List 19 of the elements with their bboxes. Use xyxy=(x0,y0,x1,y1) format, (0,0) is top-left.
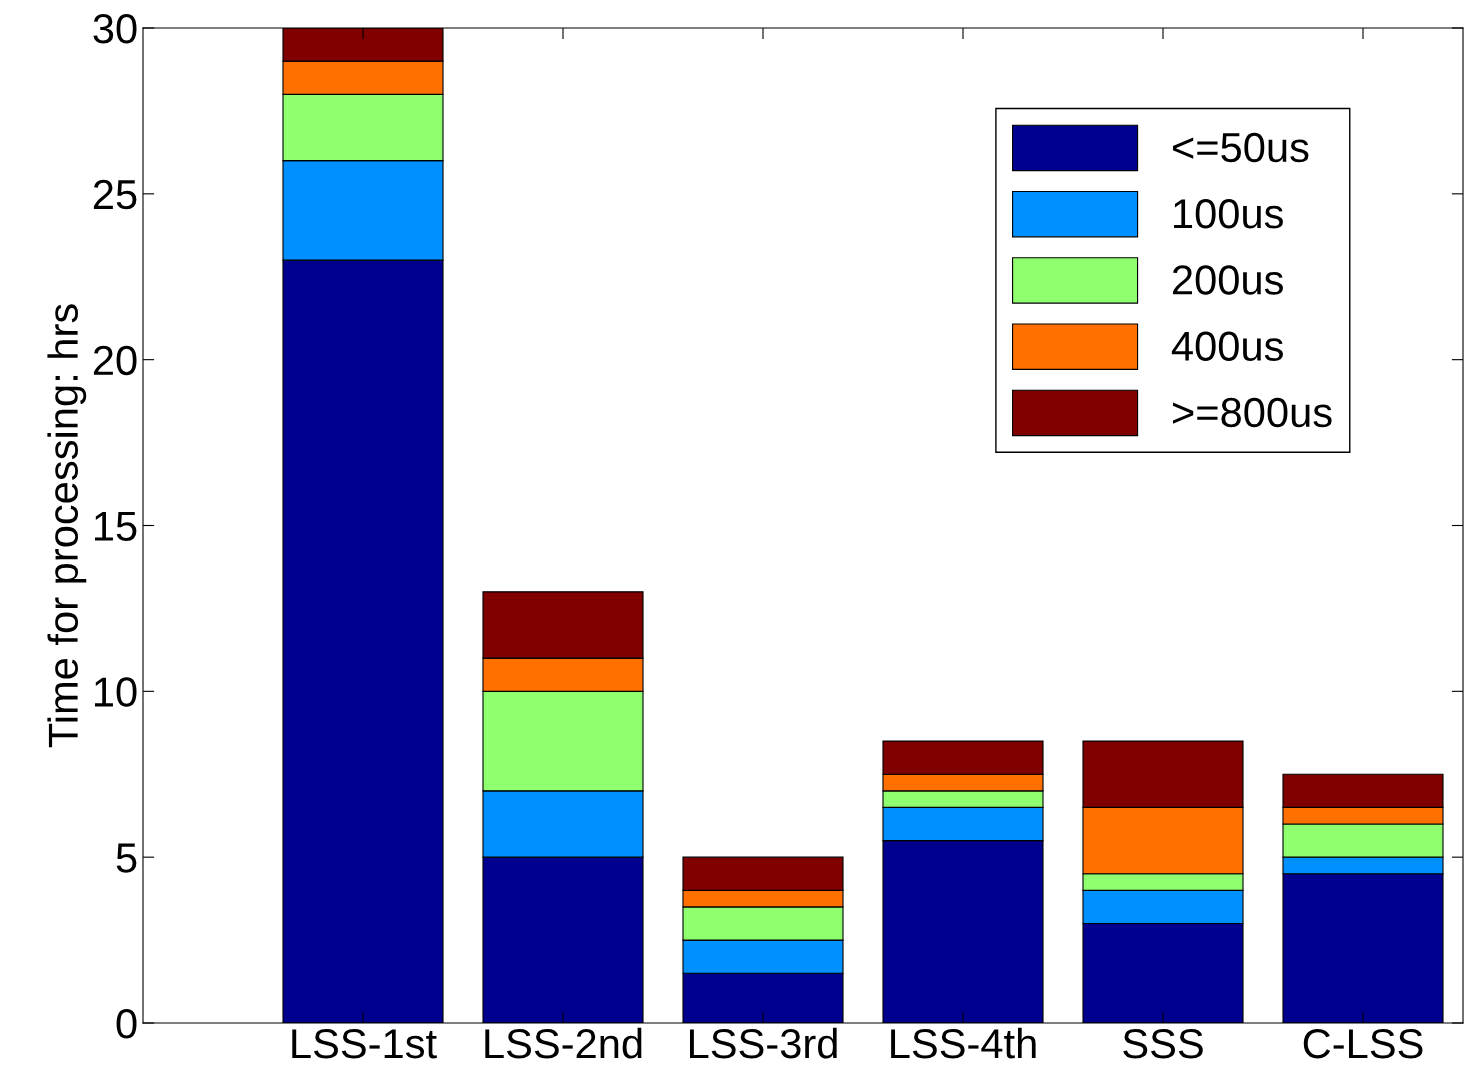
legend-label: <=50us xyxy=(1172,132,1309,163)
y-tick-label: 30 xyxy=(93,14,137,44)
x-tick-label: LSS-3rd xyxy=(690,1027,837,1059)
y-tick-label: 10 xyxy=(94,677,137,707)
x-tick-label: LSS-2nd xyxy=(485,1027,642,1059)
y-tick-label: 15 xyxy=(94,511,137,542)
x-tick-label: C-LSS xyxy=(1303,1028,1423,1059)
y-tick-label: 5 xyxy=(116,843,137,873)
x-tick-label: SSS xyxy=(1123,1028,1203,1059)
y-tick-label: 25 xyxy=(93,179,137,210)
legend-label: 400us xyxy=(1171,331,1283,362)
legend-label: 100us xyxy=(1174,199,1283,229)
y-axis-title: Time for processing: hrs xyxy=(47,304,87,748)
y-tick-label: 0 xyxy=(116,1009,137,1039)
legend-label: >=800us xyxy=(1172,397,1332,428)
x-tick-label: LSS-1st xyxy=(292,1028,437,1059)
x-tick-label: LSS-4th xyxy=(891,1027,1036,1059)
legend-label: 200us xyxy=(1173,265,1283,295)
y-tick-label: 20 xyxy=(93,345,137,376)
